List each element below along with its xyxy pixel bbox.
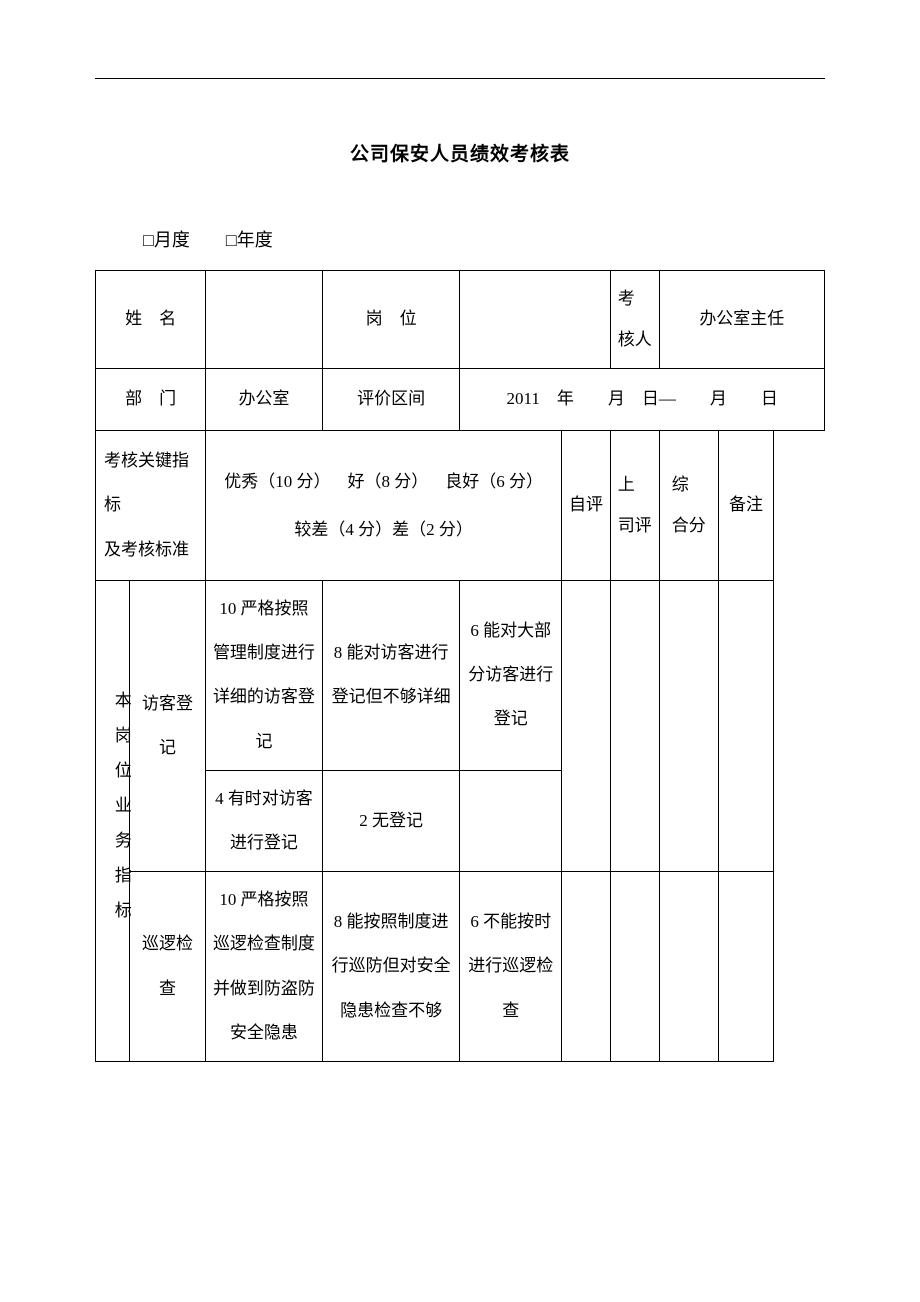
page: 公司保安人员绩效考核表 □月度 □年度 姓 名 岗 位 考 核人 办公室主任 部… (0, 0, 920, 1102)
row-name: 姓 名 岗 位 考 核人 办公室主任 (96, 271, 825, 369)
value-dept: 办公室 (206, 369, 323, 431)
row-visitor-top: 本岗位业务指标 访客登记 10 严格按照管理制度进行详细的访客登记 8 能对访客… (96, 581, 825, 771)
period-checkbox-line: □月度 □年度 (143, 226, 825, 252)
page-title: 公司保安人员绩效考核表 (95, 139, 825, 166)
label-assessor: 考 核人 (610, 271, 659, 369)
row-dept: 部 门 办公室 评价区间 2011 年 月 日— 月 日 (96, 369, 825, 431)
col-self-eval: 自评 (562, 431, 611, 581)
patrol-label: 巡逻检查 (129, 872, 205, 1062)
standard-line1: 优秀（10 分） 好（8 分） 良好（6 分） (210, 458, 557, 506)
visitor-10: 10 严格按照管理制度进行详细的访客登记 (206, 581, 323, 771)
patrol-10: 10 严格按照巡逻检查制度并做到防盗防安全隐患 (206, 872, 323, 1062)
col-remark: 备注 (718, 431, 773, 581)
key-label-line3: 及考核标准 (104, 528, 201, 572)
visitor-blank (460, 770, 562, 871)
row-patrol: 巡逻检查 10 严格按照巡逻检查制度并做到防盗防安全隐患 8 能按照制度进行巡防… (96, 872, 825, 1062)
visitor-sup[interactable] (610, 581, 659, 872)
section-label-text: 本岗位业务指标 (100, 691, 141, 936)
patrol-self[interactable] (562, 872, 611, 1062)
visitor-2: 2 无登记 (322, 770, 460, 871)
value-range[interactable]: 2011 年 月 日— 月 日 (460, 369, 825, 431)
label-dept: 部 门 (96, 369, 206, 431)
label-position: 岗 位 (322, 271, 460, 369)
label-name: 姓 名 (96, 271, 206, 369)
col-total: 综 合分 (659, 431, 718, 581)
patrol-8: 8 能按照制度进行巡防但对安全隐患检查不够 (322, 872, 460, 1062)
visitor-4: 4 有时对访客进行登记 (206, 770, 323, 871)
label-range: 评价区间 (322, 369, 460, 431)
visitor-self[interactable] (562, 581, 611, 872)
standard-line2: 较差（4 分）差（2 分） (210, 506, 557, 554)
patrol-remark[interactable] (718, 872, 773, 1062)
value-position[interactable] (460, 271, 610, 369)
patrol-sup[interactable] (610, 872, 659, 1062)
visitor-total[interactable] (659, 581, 718, 872)
section-label: 本岗位业务指标 (96, 581, 130, 1062)
visitor-remark[interactable] (718, 581, 773, 872)
label-key-indicator: 考核关键指 标 及考核标准 (96, 431, 206, 581)
top-rule (95, 78, 825, 79)
patrol-6: 6 不能按时进行巡逻检查 (460, 872, 562, 1062)
assessment-table: 姓 名 岗 位 考 核人 办公室主任 部 门 办公室 评价区间 2011 年 月… (95, 270, 825, 1062)
patrol-total[interactable] (659, 872, 718, 1062)
value-name[interactable] (206, 271, 323, 369)
standard-description: 优秀（10 分） 好（8 分） 良好（6 分） 较差（4 分）差（2 分） (206, 431, 562, 581)
col-sup-eval: 上 司评 (610, 431, 659, 581)
visitor-8: 8 能对访客进行登记但不够详细 (322, 581, 460, 771)
row-criteria-header: 考核关键指 标 及考核标准 优秀（10 分） 好（8 分） 良好（6 分） 较差… (96, 431, 825, 581)
visitor-label: 访客登记 (129, 581, 205, 872)
value-assessor: 办公室主任 (659, 271, 824, 369)
key-label-line1: 考核关键指 (104, 439, 201, 483)
visitor-6: 6 能对大部分访客进行登记 (460, 581, 562, 771)
key-label-line2: 标 (104, 483, 201, 527)
